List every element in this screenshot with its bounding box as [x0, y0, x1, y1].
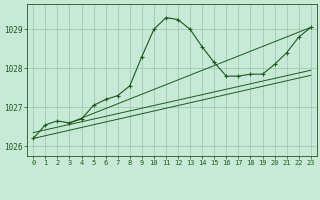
Text: Graphe pression niveau de la mer (hPa): Graphe pression niveau de la mer (hPa) — [58, 179, 262, 188]
